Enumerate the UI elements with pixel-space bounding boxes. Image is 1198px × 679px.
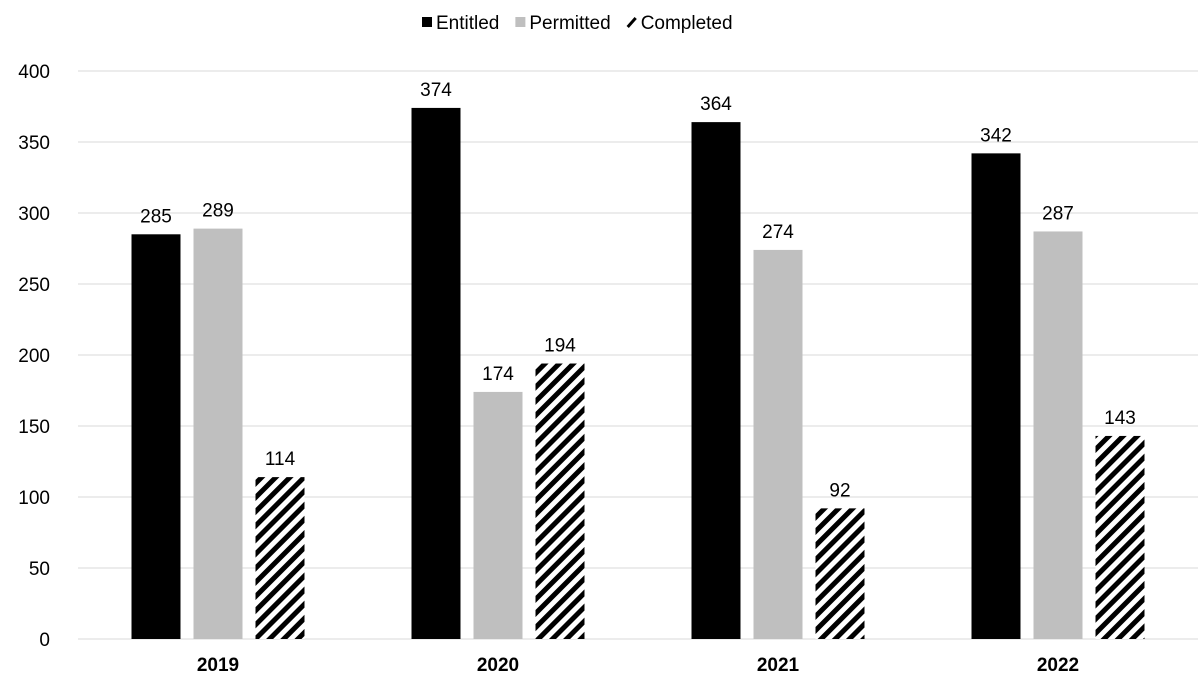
bar-completed-2020 <box>535 363 585 639</box>
y-tick-label: 50 <box>29 559 50 580</box>
y-tick-label: 400 <box>18 62 50 83</box>
bar-completed-2021 <box>815 508 865 639</box>
data-label-entitled-2022: 342 <box>980 125 1012 146</box>
bars <box>131 107 1145 640</box>
data-label-permitted-2019: 289 <box>202 201 234 222</box>
y-tick-label: 100 <box>18 488 50 509</box>
gridlines <box>78 70 1198 640</box>
bar-permitted-2021 <box>753 249 803 640</box>
y-tick-label: 300 <box>18 204 50 225</box>
x-tick-label: 2020 <box>477 655 519 676</box>
legend-swatch <box>515 17 526 27</box>
bar-entitled-2020 <box>411 107 461 640</box>
bar-completed-2019 <box>255 477 305 639</box>
legend-label: Entitled <box>436 13 499 34</box>
legend-label: Permitted <box>529 13 610 34</box>
legend: Entitled Permitted Completed <box>422 13 733 34</box>
bar-permitted-2019 <box>193 228 243 639</box>
data-label-entitled-2020: 374 <box>420 80 452 101</box>
legend-item-completed: Completed <box>626 13 733 34</box>
x-tick-label: 2021 <box>757 655 800 676</box>
y-tick-label: 150 <box>18 417 50 438</box>
bar-permitted-2020 <box>473 391 523 639</box>
y-tick-label: 200 <box>18 346 50 367</box>
y-tick-label: 350 <box>18 133 50 154</box>
data-label-permitted-2022: 287 <box>1042 203 1074 224</box>
legend-swatch <box>422 17 432 27</box>
y-tick-label: 0 <box>39 630 50 651</box>
y-tick-label: 250 <box>18 275 50 296</box>
data-label-completed-2019: 114 <box>265 449 296 470</box>
data-label-permitted-2021: 274 <box>762 222 794 243</box>
data-label-entitled-2019: 285 <box>140 206 172 227</box>
y-axis-ticks: 0 50 100 150 200 250 300 350 400 <box>18 62 50 651</box>
x-tick-label: 2019 <box>197 655 239 676</box>
data-label-completed-2021: 92 <box>829 480 850 501</box>
legend-label: Completed <box>641 13 733 34</box>
data-label-permitted-2020: 174 <box>482 364 514 385</box>
x-axis-ticks: 2019 2020 2021 2022 <box>197 655 1079 676</box>
legend-item-permitted: Permitted <box>515 13 611 34</box>
bar-completed-2022 <box>1095 435 1145 639</box>
legend-item-entitled: Entitled <box>422 13 499 34</box>
data-label-entitled-2021: 364 <box>700 94 732 115</box>
x-tick-label: 2022 <box>1037 655 1079 676</box>
data-label-completed-2022: 143 <box>1104 408 1136 429</box>
legend-swatch <box>626 17 637 28</box>
data-label-completed-2020: 194 <box>544 336 576 357</box>
bar-entitled-2019 <box>131 234 181 640</box>
bar-entitled-2021 <box>691 122 741 640</box>
bar-entitled-2022 <box>971 153 1021 640</box>
data-labels: 285 289 114 374 174 194 364 274 92 342 287 143 <box>140 80 1136 501</box>
bar-permitted-2022 <box>1033 231 1083 639</box>
